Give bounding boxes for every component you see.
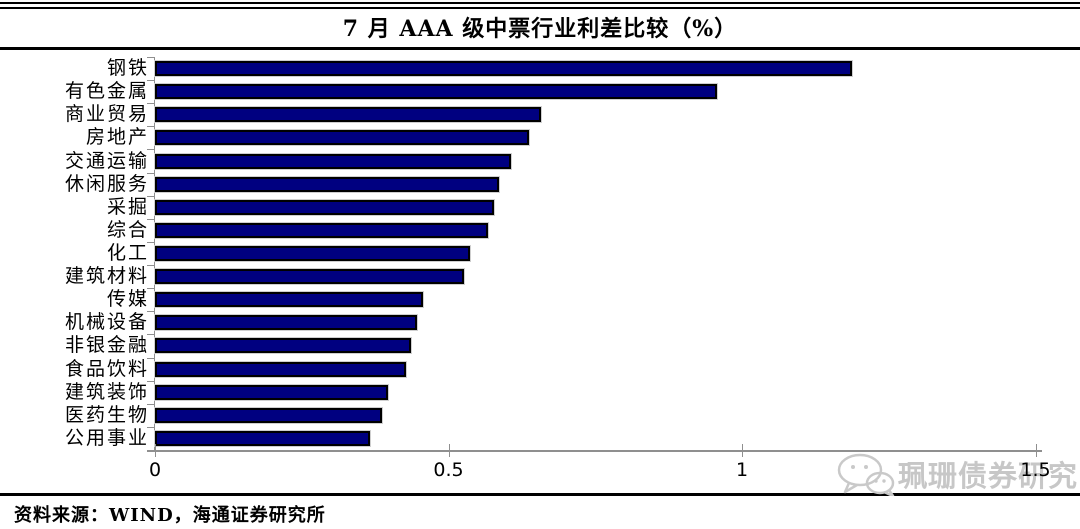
y-axis-tick — [147, 149, 155, 151]
y-axis-tick — [147, 265, 155, 267]
source-note: 资料来源：WIND，海通证券研究所 — [14, 505, 326, 526]
y-axis-tick — [147, 172, 155, 174]
bar — [155, 130, 529, 146]
bar — [155, 245, 470, 261]
bar-row: 钢铁 — [0, 57, 1080, 80]
bar — [155, 153, 511, 169]
title-divider — [0, 47, 1080, 50]
bar — [155, 292, 423, 308]
bar — [155, 84, 717, 100]
y-axis-tick — [147, 218, 155, 220]
category-label: 非银金融 — [64, 334, 149, 357]
bar-row: 化工 — [0, 242, 1080, 265]
wechat-icon — [837, 453, 895, 496]
y-axis-tick — [147, 288, 155, 290]
x-axis-tick — [448, 444, 450, 457]
y-axis-tick — [147, 311, 155, 313]
bar-row: 有色金属 — [0, 80, 1080, 103]
bar-row: 传媒 — [0, 288, 1080, 311]
bar — [155, 407, 382, 423]
y-axis-line — [154, 57, 155, 451]
bar-row: 医药生物 — [0, 404, 1080, 427]
bar-row: 休闲服务 — [0, 173, 1080, 196]
x-axis-tick — [742, 444, 743, 457]
chart-title: 7 月 AAA 级中票行业利差比较（%） — [342, 16, 738, 42]
bar — [155, 176, 499, 192]
x-axis-tick-label: 1.5 — [1020, 459, 1051, 481]
bar — [155, 315, 417, 331]
bar — [155, 222, 488, 238]
bar — [155, 361, 406, 377]
bar — [155, 430, 370, 446]
y-axis-tick — [147, 334, 155, 336]
x-axis-tick-label: 0 — [148, 459, 162, 481]
category-label: 建筑装饰 — [64, 380, 149, 403]
y-axis-tick — [147, 103, 155, 105]
bar — [155, 61, 852, 77]
category-label: 商业贸易 — [64, 103, 149, 126]
x-axis-tick — [1035, 444, 1037, 457]
category-label: 公用事业 — [64, 426, 149, 449]
category-label: 医药生物 — [64, 403, 149, 426]
y-axis-tick — [147, 380, 155, 382]
y-axis-tick — [147, 195, 155, 197]
y-axis-tick — [147, 357, 155, 359]
category-label: 有色金属 — [64, 80, 149, 103]
y-axis-tick — [147, 403, 155, 405]
category-label: 休闲服务 — [64, 172, 149, 195]
x-axis-tick — [155, 444, 156, 457]
y-axis-tick — [147, 426, 155, 428]
bar-row: 建筑装饰 — [0, 381, 1080, 404]
category-label: 机械设备 — [64, 311, 149, 334]
bar-row: 商业贸易 — [0, 103, 1080, 126]
category-label: 传媒 — [106, 288, 149, 311]
x-axis-tick-label: 1 — [735, 459, 749, 481]
x-axis-tick-label: 0.5 — [433, 459, 464, 481]
category-label: 房地产 — [85, 126, 149, 149]
bar — [155, 384, 388, 400]
bar-row: 交通运输 — [0, 149, 1080, 172]
category-label: 采掘 — [106, 195, 149, 218]
bar — [155, 269, 464, 285]
bar-row: 采掘 — [0, 196, 1080, 219]
category-label: 交通运输 — [64, 149, 149, 172]
category-label: 食品饮料 — [64, 357, 149, 380]
y-axis-tick — [147, 241, 155, 243]
bar-row: 食品饮料 — [0, 358, 1080, 381]
y-axis-tick — [147, 57, 155, 58]
y-axis-tick — [147, 80, 155, 82]
category-label: 化工 — [106, 241, 149, 264]
bar-row: 建筑材料 — [0, 265, 1080, 288]
bar-row: 房地产 — [0, 126, 1080, 149]
bar-chart-plot-area: 钢铁 有色金属 商业贸易 房地产 交通运输 休闲服务 采掘 综合 化工 建筑材料 传媒 机械设备 非银金… — [0, 57, 1080, 481]
bar — [155, 338, 411, 354]
bar-row: 综合 — [0, 219, 1080, 242]
bar — [155, 199, 494, 215]
top-double-divider — [0, 2, 1080, 9]
category-label: 建筑材料 — [64, 265, 149, 288]
bar-row: 机械设备 — [0, 311, 1080, 334]
y-axis-tick — [147, 126, 155, 128]
bar-row: 公用事业 — [0, 427, 1080, 450]
bar-row: 非银金融 — [0, 334, 1080, 357]
category-label: 综合 — [106, 218, 149, 241]
category-label: 钢铁 — [106, 57, 149, 80]
footer-divider — [0, 493, 1080, 496]
watermark-text: 珮珊债券研究 — [898, 459, 1079, 493]
bar — [155, 107, 541, 123]
x-axis-line — [147, 450, 1042, 452]
